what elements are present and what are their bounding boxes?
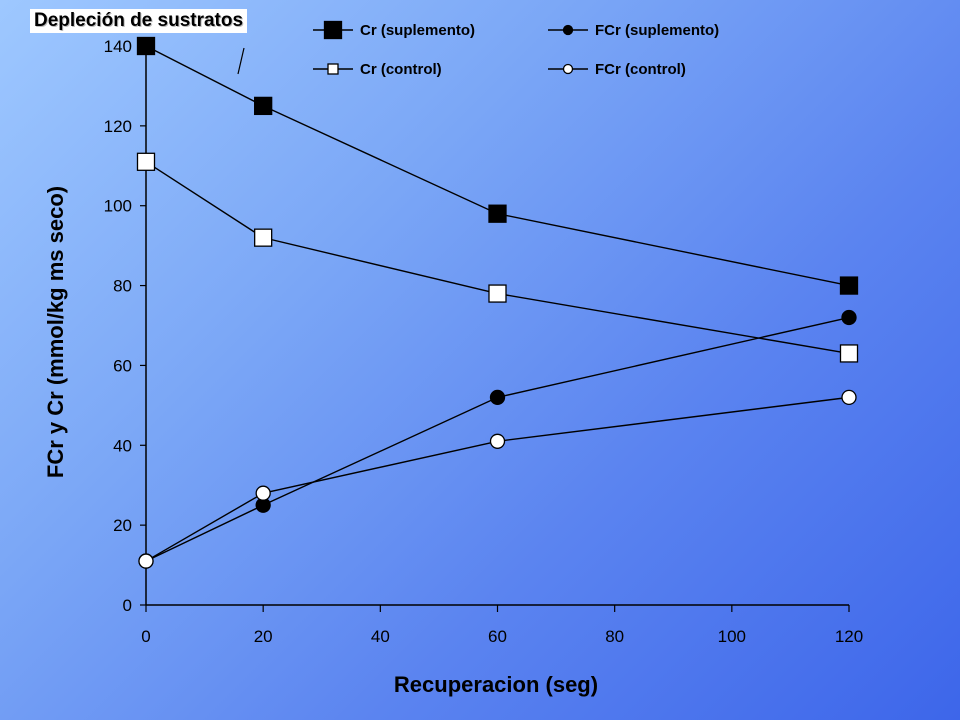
slide-title: Depleción de sustratos [30, 9, 248, 33]
legend-label: FCr (suplemento) [595, 22, 719, 39]
y-tick-label: 60 [113, 356, 132, 375]
data-point-series-4 [489, 433, 506, 449]
chart-legend: Cr (suplemento) FCr (suplemento) Cr (contr… [313, 20, 719, 78]
series-line-3 [145, 161, 850, 355]
legend-label: Cr (suplemento) [360, 22, 475, 39]
series-line-2 [145, 316, 850, 562]
y-tick-label: 100 [104, 197, 132, 216]
x-tick-label: 20 [254, 627, 273, 646]
x-tick-label: 80 [605, 627, 624, 646]
legend-entry-2: FCr (suplemento) [548, 22, 719, 39]
data-point-series-4 [255, 485, 271, 501]
x-tick-label: 60 [488, 627, 507, 646]
data-point-series-3 [488, 284, 507, 303]
legend-entry-4: FCr (control) [548, 61, 686, 78]
x-tick-label: 0 [141, 627, 150, 646]
y-axis-title: FCr y Cr (mmol/kg ms seco) [43, 186, 68, 478]
chart-series-lines [145, 45, 850, 562]
legend-marker [562, 63, 574, 75]
annotation-stroke [237, 47, 245, 75]
x-tick-label: 40 [371, 627, 390, 646]
data-point-series-3 [254, 228, 273, 247]
y-tick-label: 20 [113, 516, 132, 535]
data-point-series-2 [841, 309, 857, 326]
x-tick-label: 120 [835, 627, 863, 646]
y-tick-label: 80 [113, 277, 132, 296]
legend-entry-3: Cr (control) [313, 61, 442, 78]
chart-axes: 0 20 40 60 80 100 120 140 0 20 40 60 80 100 120 [104, 37, 864, 646]
x-tick-label: 100 [718, 627, 746, 646]
y-tick-label: 0 [123, 596, 132, 615]
data-point-series-1 [254, 96, 273, 116]
y-tick-label: 140 [104, 37, 132, 56]
data-point-series-4 [138, 553, 154, 569]
legend-entry-1: Cr (suplemento) [313, 20, 475, 40]
legend-label: FCr (control) [595, 61, 686, 78]
legend-marker [327, 63, 339, 75]
legend-marker [562, 24, 574, 36]
y-tick-label: 40 [113, 436, 132, 455]
data-point-series-1 [488, 204, 507, 223]
series-line-1 [145, 45, 850, 287]
series-line-4 [145, 396, 850, 562]
data-point-series-4 [841, 389, 857, 406]
data-point-series-3 [839, 344, 859, 363]
data-point-series-1 [839, 276, 859, 295]
x-axis-title: Recuperacion (seg) [394, 672, 598, 697]
data-point-series-1 [136, 36, 156, 56]
data-point-series-2 [489, 389, 506, 406]
chart-series-markers [136, 36, 859, 569]
legend-marker [323, 20, 343, 40]
y-tick-label: 120 [104, 117, 132, 136]
legend-label: Cr (control) [360, 61, 442, 78]
data-point-series-3 [136, 152, 156, 171]
